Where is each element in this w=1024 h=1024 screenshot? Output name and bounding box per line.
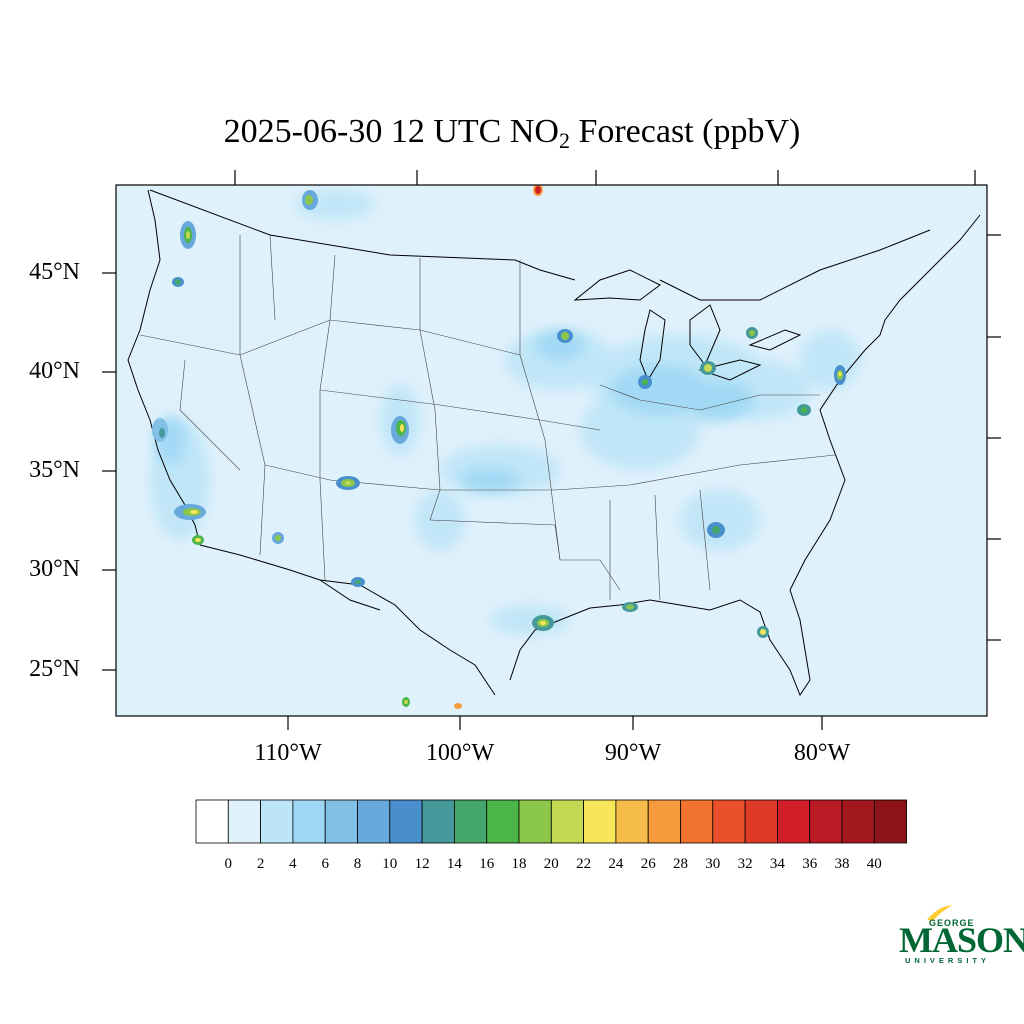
title-subscript: 2 <box>558 128 570 153</box>
colorbar-swatch <box>744 799 778 844</box>
colorbar-swatch <box>680 799 714 844</box>
map-background <box>116 185 987 716</box>
hotspot-south <box>454 703 462 709</box>
colorbar-swatch <box>518 799 552 844</box>
colorbar-swatch <box>324 799 358 844</box>
lat-label-40: 40°N <box>29 358 80 384</box>
colorbar-swatch <box>260 799 294 844</box>
hotspot-new-orleans <box>622 602 638 612</box>
right-ticks <box>987 234 1001 641</box>
hotspot-washington <box>797 404 811 416</box>
colorbar-swatch <box>357 799 391 844</box>
colorbar-swatch <box>777 799 811 844</box>
hotspot-winnipeg <box>533 185 543 196</box>
colorbar-tick-label: 14 <box>446 856 462 872</box>
lat-label-45: 45°N <box>29 259 80 285</box>
hotspot-phoenix <box>272 532 284 544</box>
colorbar-swatch <box>809 799 843 844</box>
colorbar-swatch <box>647 799 681 844</box>
hotspot-chicago <box>638 375 652 389</box>
colorbar-tick-label: 34 <box>769 856 785 872</box>
colorbar-tick-label: 22 <box>576 856 592 872</box>
colorbar-tick-label: 26 <box>640 856 656 872</box>
colorbar-swatch <box>712 799 746 844</box>
colorbar-tick-label: 16 <box>479 856 495 872</box>
colorbar-swatch <box>615 799 649 844</box>
colorbar-tick-label: 28 <box>673 856 688 872</box>
colorbar-tick-label: 8 <box>353 856 362 872</box>
map-title: 2025-06-30 12 UTC NO2 Forecast (ppbV) <box>0 110 1024 163</box>
colorbar-tick-label: 10 <box>382 856 398 872</box>
colorbar-tick-label: 18 <box>511 856 527 872</box>
canada-border <box>149 189 931 301</box>
colorbar-tick-label: 38 <box>834 856 850 872</box>
title-prefix: 2025-06-30 12 UTC NO <box>223 113 559 150</box>
colorbar <box>195 799 907 844</box>
lat-label-35: 35°N <box>29 457 80 483</box>
left-ticks <box>102 272 116 671</box>
title-suffix: Forecast (ppbV) <box>569 113 801 150</box>
hotspot-new-york <box>834 365 846 385</box>
hotspot-portland <box>172 277 184 287</box>
hotspot-seattle <box>180 221 196 249</box>
lat-label-30: 30°N <box>29 556 80 582</box>
colorbar-swatch <box>486 799 520 844</box>
mexico-border <box>199 544 381 611</box>
hotspot-denver <box>391 416 409 444</box>
colorbar-swatch <box>389 799 423 844</box>
bottom-ticks <box>287 716 823 730</box>
colorbar-swatch <box>873 799 907 844</box>
colorbar-tick-label: 6 <box>321 856 329 872</box>
hotspot-detroit <box>700 361 716 375</box>
lon-label-80: 80°W <box>793 740 851 766</box>
hotspot-los-angeles <box>174 504 206 520</box>
lon-label-100: 100°W <box>425 740 495 766</box>
logo-line3: UNIVERSITY <box>905 956 991 965</box>
colorbar-swatch <box>583 799 617 844</box>
colorbar-swatch <box>421 799 455 844</box>
lat-label-25: 25°N <box>29 656 80 682</box>
state-lines <box>139 234 836 601</box>
top-ticks <box>234 170 976 185</box>
map-frame <box>115 184 988 717</box>
colorbar-tick-label: 2 <box>256 856 265 872</box>
lon-label-110: 110°W <box>254 740 322 766</box>
hotspot-calgary <box>302 190 318 210</box>
hotspot-toronto <box>746 327 758 339</box>
george-mason-logo: GEORGE MASON UNIVERSITY <box>895 900 1024 970</box>
hotspot-bay-area <box>152 418 168 442</box>
colorbar-tick-label: 0 <box>224 856 233 872</box>
colorbar-tick-label: 40 <box>866 856 882 872</box>
colorbar-tick-label: 24 <box>608 856 624 872</box>
east-coast <box>789 214 981 591</box>
colorbar-swatch <box>453 799 488 844</box>
colorbar-swatch <box>841 799 875 844</box>
colorbar-swatch <box>292 799 326 844</box>
hotspot-minneapolis <box>557 329 573 343</box>
colorbar-tick-label: 32 <box>737 856 753 872</box>
logo-line2: MASON <box>899 920 1024 960</box>
colorbar-tick-label: 30 <box>705 856 721 872</box>
hotspots <box>152 185 846 709</box>
colorbar-tick-label: 36 <box>802 856 818 872</box>
colorbar-swatch <box>195 799 229 844</box>
colorbar-tick-label: 20 <box>543 856 559 872</box>
colorbar-tick-label: 12 <box>414 856 430 872</box>
hotspot-tampa <box>757 626 769 638</box>
colorbar-tick-label: 4 <box>289 856 297 872</box>
hotspot-el-paso <box>351 577 365 587</box>
lon-label-90: 90°W <box>604 740 662 766</box>
hotspot-san-diego <box>192 535 204 545</box>
logo-swoosh-icon <box>927 905 953 921</box>
hotspot-houston <box>532 615 554 631</box>
colorbar-swatch <box>227 799 262 844</box>
colorbar-swatch <box>550 799 584 844</box>
hotspot-atlanta <box>707 522 725 538</box>
hotspot-monterrey <box>402 697 410 707</box>
hotspot-albuquerque <box>336 476 360 490</box>
logo-line1: GEORGE <box>929 918 975 928</box>
